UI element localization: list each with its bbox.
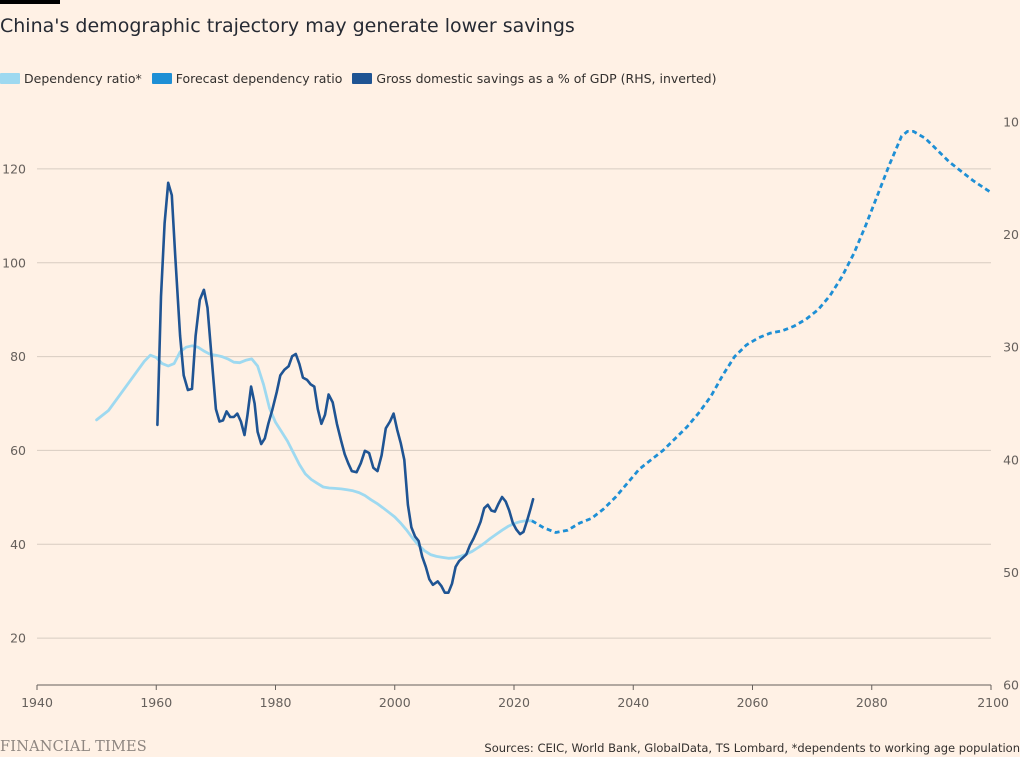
legend-swatch-gross-domestic-savings xyxy=(352,73,373,84)
y-left-tick-label-40: 40 xyxy=(10,537,26,552)
x-tick-label-2060: 2060 xyxy=(737,695,769,710)
y-left-tick-label-80: 80 xyxy=(10,349,26,364)
legend-label-dependency-ratio: Dependency ratio* xyxy=(24,71,142,86)
legend-item-dependency-ratio: Dependency ratio* xyxy=(0,71,142,86)
y-left-tick-label-60: 60 xyxy=(10,443,26,458)
ft-top-bar xyxy=(0,0,60,4)
legend-swatch-dependency-ratio xyxy=(0,73,20,84)
y-right-tick-label-10: 10 xyxy=(1003,115,1019,130)
legend-item-forecast-dependency-ratio: Forecast dependency ratio xyxy=(151,71,343,86)
chart-legend: Dependency ratio* Forecast dependency ra… xyxy=(0,71,727,86)
x-tick-label-2080: 2080 xyxy=(856,695,888,710)
forecast-dependency-ratio-line xyxy=(531,129,992,534)
y-right-tick-label-60: 60 xyxy=(1003,678,1019,693)
x-tick-label-2020: 2020 xyxy=(498,695,530,710)
chart-title: China's demographic trajectory may gener… xyxy=(0,15,575,37)
legend-swatch-forecast-dependency-ratio xyxy=(151,73,172,84)
y-right-tick-label-20: 20 xyxy=(1003,227,1019,242)
chart-source-note: Sources: CEIC, World Bank, GlobalData, T… xyxy=(484,741,1020,755)
ft-logo: FINANCIAL TIMES xyxy=(0,739,147,755)
x-tick-label-1940: 1940 xyxy=(21,695,53,710)
x-tick-label-1960: 1960 xyxy=(140,695,172,710)
legend-label-forecast-dependency-ratio: Forecast dependency ratio xyxy=(175,71,343,86)
y-left-tick-label-120: 120 xyxy=(2,161,26,176)
gross-domestic-savings-line xyxy=(156,181,535,595)
dependency-ratio-line xyxy=(95,344,534,560)
x-tick-label-1980: 1980 xyxy=(260,695,292,710)
y-left-tick-label-20: 20 xyxy=(10,631,26,646)
x-tick-label-2040: 2040 xyxy=(617,695,649,710)
y-right-tick-label-30: 30 xyxy=(1003,340,1019,355)
x-tick-label-2000: 2000 xyxy=(379,695,411,710)
y-right-tick-label-50: 50 xyxy=(1003,565,1019,580)
y-right-tick-label-40: 40 xyxy=(1003,452,1019,467)
y-left-tick-label-100: 100 xyxy=(2,255,26,270)
legend-label-gross-domestic-savings: Gross domestic savings as a % of GDP (RH… xyxy=(376,71,717,86)
x-tick-label-2100: 2100 xyxy=(977,695,1009,710)
legend-item-gross-domestic-savings: Gross domestic savings as a % of GDP (RH… xyxy=(352,71,717,86)
